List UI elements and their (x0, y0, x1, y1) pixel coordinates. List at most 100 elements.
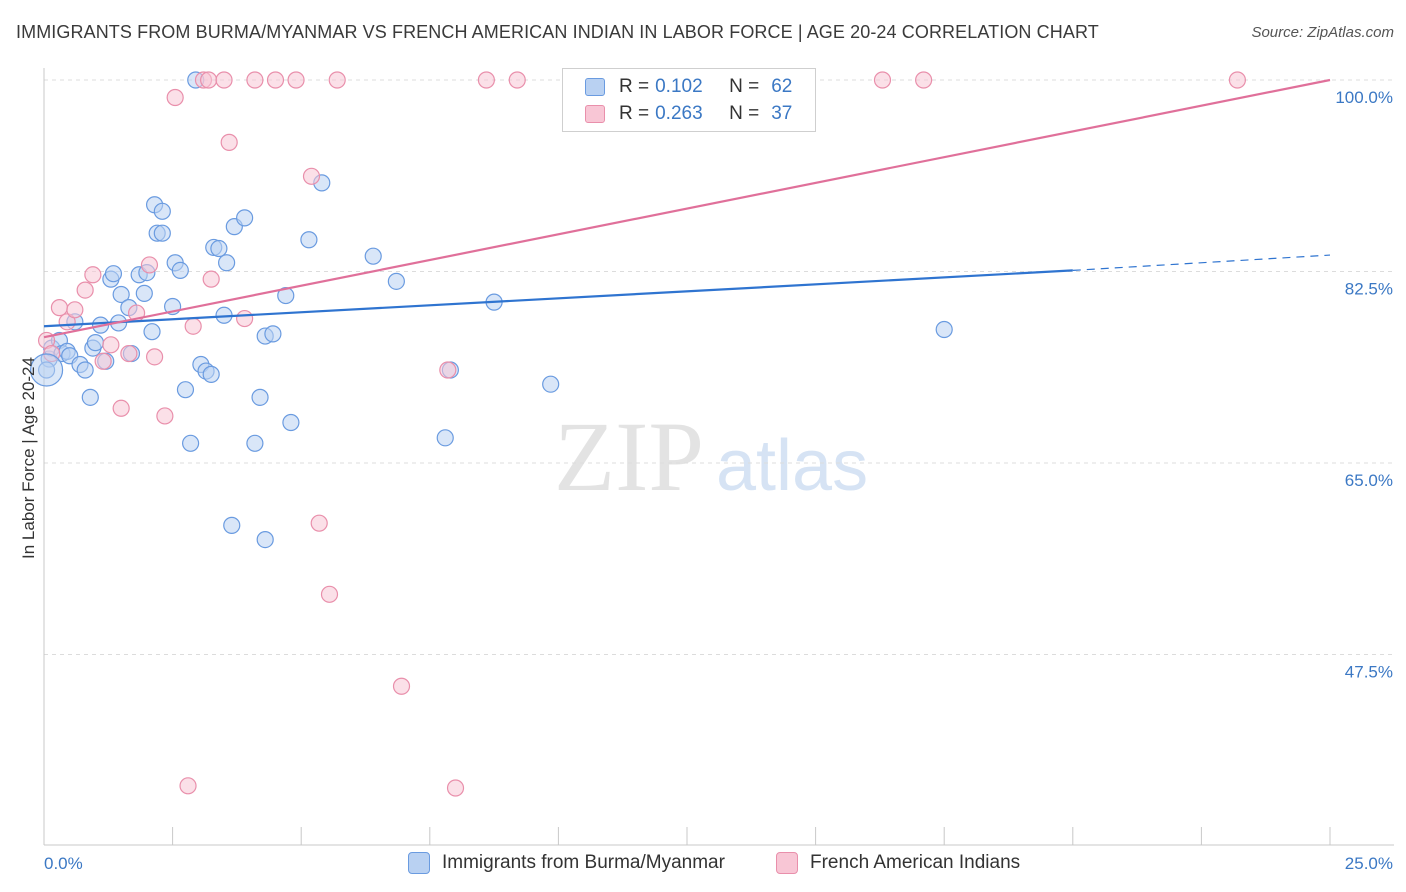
tick-labels: 100.0% 82.5% 65.0% 47.5% 0.0% 25.0% (44, 88, 1393, 873)
n-value: 62 (771, 76, 793, 97)
point-french (873, 71, 892, 89)
point-french (320, 585, 339, 603)
point-burma (218, 254, 236, 272)
n-value: 37 (771, 103, 793, 124)
point-burma (282, 413, 300, 432)
legend-label-burma: Immigrants from Burma/Myanmar (442, 852, 725, 873)
n-label: N = (729, 76, 760, 97)
point-burma (81, 388, 99, 406)
y-tick-label: 65.0% (1345, 471, 1393, 490)
swatch-burma (585, 78, 605, 96)
axes (43, 68, 1394, 846)
point-burma-large (29, 353, 64, 387)
point-french (446, 779, 465, 797)
chart-title: IMMIGRANTS FROM BURMA/MYANMAR VS FRENCH … (16, 22, 1099, 42)
legend-item-french[interactable]: French American Indians (776, 852, 1020, 874)
point-french (392, 677, 411, 695)
point-burma (256, 530, 274, 549)
point-french (166, 88, 184, 107)
point-french (266, 71, 285, 89)
watermark: ZIP atlas (554, 401, 868, 512)
point-french (102, 336, 120, 354)
point-burma (251, 388, 269, 406)
point-burma (143, 323, 161, 341)
point-french (184, 317, 202, 335)
point-french (156, 407, 174, 425)
legend-item-burma[interactable]: Immigrants from Burma/Myanmar (408, 852, 725, 874)
r-label: R = (619, 76, 650, 97)
point-french (302, 167, 321, 185)
point-french (200, 71, 218, 89)
y-tick-label: 47.5% (1345, 663, 1393, 682)
point-burma (436, 429, 454, 447)
legend-swatch-burma (408, 852, 430, 874)
data-points (29, 71, 1247, 797)
point-french (328, 71, 346, 89)
trend-lines (43, 78, 1331, 339)
series-legend: Immigrants from Burma/Myanmar French Ame… (0, 852, 1406, 878)
point-french (145, 348, 164, 366)
point-burma (171, 261, 189, 280)
point-burma (176, 381, 195, 399)
stats-row-burma: R = 0.102 N = 62 (585, 75, 792, 99)
grid-lines (44, 79, 1394, 655)
point-burma (182, 434, 200, 452)
point-burma (86, 334, 105, 352)
trend-line-french (43, 78, 1331, 339)
point-french (310, 514, 328, 532)
point-french (439, 361, 457, 379)
trend-line-burma-extension (1072, 254, 1331, 272)
point-french (215, 71, 233, 89)
swatch-french (585, 105, 605, 123)
trend-line-burma (43, 269, 1073, 328)
point-burma (364, 247, 382, 265)
source-credit: Source: ZipAtlas.com (1251, 24, 1394, 41)
point-burma (300, 231, 318, 249)
point-french (50, 299, 69, 317)
point-burma (264, 325, 282, 343)
n-label: N = (729, 103, 760, 124)
point-burma (104, 265, 123, 283)
point-french (140, 256, 159, 274)
x-tick-label: 0.0% (44, 854, 83, 873)
point-burma (153, 224, 171, 242)
stats-legend: R = 0.102 N = 62 R = 0.263 N = 37 (562, 68, 816, 132)
point-burma (202, 365, 220, 383)
x-tick-label: 25.0% (1345, 854, 1393, 873)
point-french (220, 133, 238, 151)
y-axis-title: In Labor Force | Age 20-24 (19, 357, 38, 559)
point-french (1228, 71, 1247, 89)
stats-row-french: R = 0.263 N = 37 (585, 102, 792, 126)
point-burma (542, 375, 560, 393)
y-tick-label: 82.5% (1345, 280, 1393, 299)
point-burma (246, 434, 264, 452)
point-burma (223, 516, 241, 534)
point-french (508, 71, 526, 89)
point-burma (112, 285, 130, 304)
point-french (246, 71, 264, 89)
point-french (915, 71, 933, 89)
point-french (477, 71, 495, 89)
r-value: 0.263 (655, 103, 703, 124)
watermark-atlas: atlas (716, 426, 868, 506)
point-french (84, 266, 102, 284)
point-french (120, 344, 138, 363)
r-value: 0.102 (655, 76, 703, 97)
point-french (76, 281, 94, 299)
legend-label-french: French American Indians (810, 852, 1021, 873)
point-burma (76, 361, 94, 379)
point-french (112, 399, 130, 417)
point-french (94, 352, 112, 370)
point-french (236, 309, 254, 328)
point-french (179, 777, 197, 795)
point-burma (387, 272, 405, 290)
point-french (66, 301, 84, 319)
point-burma (135, 284, 153, 302)
point-burma (935, 320, 953, 339)
point-french (202, 270, 220, 288)
point-french (287, 71, 305, 89)
point-burma (277, 286, 295, 305)
point-burma (153, 202, 171, 220)
r-label: R = (619, 103, 650, 124)
